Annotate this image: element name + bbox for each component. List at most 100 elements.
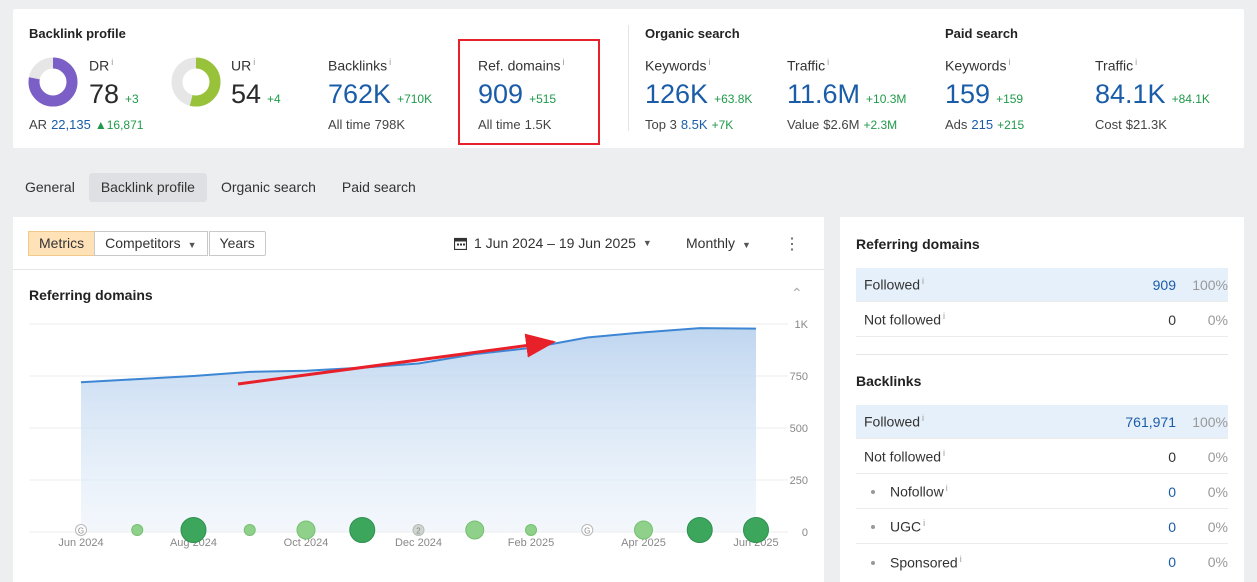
event-marker[interactable]: [465, 520, 485, 540]
trend-annotation-arrow: [237, 333, 556, 386]
event-marker-label: 2: [416, 527, 421, 536]
paid-ads-row: Ads 215 +215: [945, 117, 1025, 132]
event-marker[interactable]: [686, 517, 713, 543]
ar-value-link[interactable]: 22,135: [51, 117, 91, 132]
paid-keywords-label: Keywords i: [945, 57, 1011, 74]
organic-traffic-label: Traffic i: [787, 57, 830, 74]
row-label: Nofollow i: [856, 483, 1056, 500]
table-row: Not followed i 0 0%: [856, 440, 1228, 474]
paid-traffic-value[interactable]: 84.1K +84.1K: [1095, 79, 1210, 109]
x-tick-label: Jun 2024: [58, 537, 103, 549]
chart-panel: Metrics Competitors ▼ Years 1 Jun 2024 – …: [13, 217, 824, 582]
ref-domains-value[interactable]: 909 +515: [478, 79, 557, 109]
paid-keywords-value[interactable]: 159 +159: [945, 79, 1024, 109]
event-marker[interactable]: [243, 524, 256, 536]
chevron-down-icon: ▼: [187, 240, 197, 250]
table-row: Sponsored i 0 0%: [856, 545, 1228, 579]
tab-paid-search[interactable]: Paid search: [341, 179, 416, 195]
paid-search-title: Paid search: [945, 26, 1018, 41]
row-label: Sponsored i: [856, 554, 1056, 570]
ref-domains-all-time: All time 1.5K: [478, 117, 552, 132]
divider: [628, 25, 629, 131]
ur-donut-chart: [171, 57, 221, 107]
backlinks-label: Backlinks i: [328, 57, 392, 74]
table-row: Nofollow i 0 0%: [856, 475, 1228, 509]
collapse-chevron-icon[interactable]: ⌃: [791, 285, 803, 301]
ur-value: 54 +4: [231, 79, 281, 109]
row-value[interactable]: 761,971: [1125, 413, 1176, 430]
backlinks-value[interactable]: 762K +710K: [328, 79, 433, 109]
area-fill: [81, 328, 756, 532]
ar-delta: ▲16,871: [94, 118, 144, 132]
side-backlinks-title: Backlinks: [856, 373, 922, 389]
event-marker[interactable]: [296, 520, 316, 540]
organic-top3: Top 3 8.5K +7K: [645, 117, 734, 132]
interval-dropdown[interactable]: Monthly ▼: [686, 235, 751, 251]
y-tick-label: 500: [790, 423, 808, 435]
metrics-card: Backlink profile DR i 78 +3 AR 22,135 ▲16,87…: [13, 9, 1244, 148]
event-marker[interactable]: [131, 524, 144, 536]
date-range-picker[interactable]: 1 Jun 2024 – 19 Jun 2025 ▼: [454, 235, 652, 251]
ref-domains-highlight-box: [458, 39, 600, 145]
x-tick-label: Feb 2025: [508, 537, 554, 549]
section-tabs: General Backlink profile Organic search …: [13, 173, 428, 202]
row-value[interactable]: 909: [1152, 276, 1176, 293]
event-marker[interactable]: [349, 517, 376, 543]
row-value: 0: [1168, 448, 1176, 465]
tab-backlink-profile[interactable]: Backlink profile: [88, 173, 207, 202]
paid-traffic-label: Traffic i: [1095, 57, 1138, 74]
competitors-dropdown[interactable]: Competitors ▼: [94, 231, 208, 256]
table-row: UGC i 0 0%: [856, 510, 1228, 544]
event-marker[interactable]: [634, 520, 653, 540]
side-ref-domains-title: Referring domains: [856, 236, 980, 252]
date-range-label: 1 Jun 2024 – 19 Jun 2025: [474, 235, 636, 251]
event-marker[interactable]: [180, 517, 207, 543]
table-row[interactable]: Followed i 761,971 100%: [856, 405, 1228, 439]
row-label: UGC i: [856, 518, 1056, 535]
metrics-button[interactable]: Metrics: [28, 231, 96, 256]
series-line: [80, 327, 757, 384]
row-value: 0: [1168, 311, 1176, 328]
row-percent: 0%: [1207, 518, 1228, 535]
chevron-down-icon: ▼: [742, 240, 751, 250]
organic-traffic-value[interactable]: 11.6M +10.3M: [787, 79, 907, 109]
y-tick-label: 250: [790, 475, 808, 487]
row-value[interactable]: 0: [1168, 518, 1176, 535]
ar-row: AR 22,135 ▲16,871: [29, 117, 144, 132]
dr-donut-chart: [28, 57, 78, 107]
y-tick-label: 0: [802, 527, 808, 539]
y-tick-label: 1K: [795, 319, 809, 331]
x-tick-label: Oct 2024: [284, 537, 329, 549]
tab-general[interactable]: General: [25, 179, 75, 195]
organic-traffic-value-row: Value $2.6M +2.3M: [787, 117, 898, 132]
row-percent: 0%: [1207, 448, 1228, 465]
event-marker[interactable]: [412, 524, 425, 536]
row-percent: 0%: [1207, 554, 1228, 570]
event-marker-label: G: [584, 527, 590, 536]
event-marker[interactable]: [743, 517, 769, 543]
paid-cost-row: Cost $21.3K: [1095, 117, 1167, 132]
row-label: Not followed i: [864, 311, 946, 328]
row-percent: 100%: [1192, 413, 1228, 430]
more-options-icon[interactable]: ⋮: [784, 236, 800, 253]
event-marker[interactable]: [581, 524, 594, 536]
table-row[interactable]: Followed i 909 100%: [856, 268, 1228, 302]
chart-title: Referring domains: [29, 287, 153, 303]
x-tick-label: Dec 2024: [395, 537, 442, 549]
side-panel: Referring domains Followed i 909 100% Not…: [840, 217, 1244, 582]
ur-label: UR i: [231, 57, 256, 74]
event-marker-label: G: [78, 527, 84, 536]
organic-keywords-value[interactable]: 126K +63.8K: [645, 79, 753, 109]
event-marker[interactable]: [525, 524, 537, 536]
y-tick-label: 750: [790, 371, 808, 383]
row-value[interactable]: 0: [1168, 554, 1176, 570]
event-marker[interactable]: [75, 524, 87, 536]
row-value[interactable]: 0: [1168, 483, 1176, 500]
backlinks-all-time: All time 798K: [328, 117, 405, 132]
ref-domains-label: Ref. domains i: [478, 57, 565, 74]
tab-organic-search[interactable]: Organic search: [220, 179, 316, 195]
years-button[interactable]: Years: [208, 231, 266, 256]
x-tick-label: Apr 2025: [621, 537, 666, 549]
calendar-icon: [454, 237, 467, 250]
